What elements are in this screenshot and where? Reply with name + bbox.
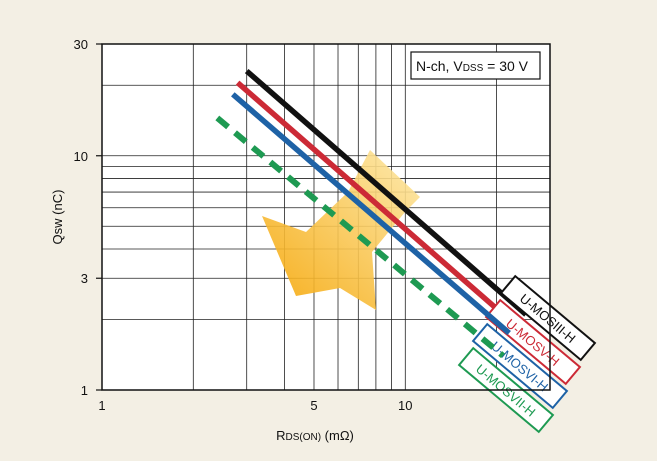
x-tick-label: 1 <box>98 398 105 413</box>
condition-box: N-ch, VDSS = 30 V <box>411 52 540 79</box>
tick-layer <box>96 44 102 390</box>
condition-suffix: = 30 V <box>483 58 528 74</box>
y-tick-label: 30 <box>74 37 88 52</box>
y-tick-label: 1 <box>81 383 88 398</box>
x-tick-label: 5 <box>310 398 317 413</box>
condition-sub: DSS <box>463 63 484 74</box>
x-axis-title: RDS(ON) (mΩ) <box>276 428 354 443</box>
y-axis-title: Qsw (nC) <box>50 190 65 245</box>
y-tick-label: 10 <box>74 149 88 164</box>
y-tick-label: 3 <box>81 271 88 286</box>
condition-prefix: N-ch, V <box>416 58 463 74</box>
x-tick-label: 10 <box>398 398 412 413</box>
